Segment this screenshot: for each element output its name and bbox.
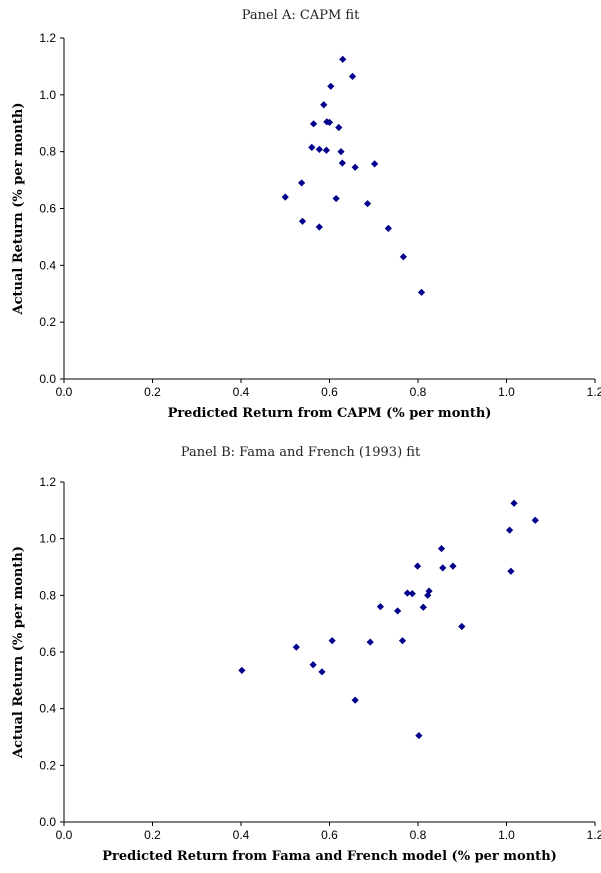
panel-a-data-point — [399, 253, 407, 261]
panel-a-data-point — [298, 179, 306, 187]
panel-b-data-point — [449, 562, 457, 570]
panel-b-data-point — [439, 564, 447, 572]
panel-a-y-tick-label: 1.2 — [39, 31, 56, 45]
panel-b-data-point — [419, 603, 427, 611]
panel-b-data-point — [413, 562, 422, 570]
panel-a-data-point — [309, 120, 318, 128]
panel-a-x-axis-title: Predicted Return from CAPM (% per month) — [168, 406, 492, 421]
panel-b-data-point — [318, 668, 326, 676]
panel-a-y-tick-label: 1.0 — [39, 88, 56, 102]
panel-b-data-point — [238, 666, 246, 675]
panel-a-data-point — [337, 148, 345, 156]
panel-b-y-tick-label: 1.2 — [39, 475, 56, 489]
panel-b-x-tick-label: 1.2 — [587, 828, 601, 842]
panel-a-data-point — [351, 163, 359, 171]
panel-b-y-tick-label: 0.0 — [39, 815, 56, 829]
panel-b-data-point — [510, 499, 518, 507]
panel-b-y-axis-title: Actual Return (% per month) — [11, 546, 26, 759]
panel-a-data-point — [322, 146, 331, 154]
panel-a-y-tick-label: 0.4 — [39, 258, 56, 272]
panel-a-x-tick-label: 1.2 — [587, 385, 601, 399]
panel-a-chart: 0.0 0.2 0.4 0.6 0.8 1.0 1.2 0.0 0.2 0.4 0.6 0.8 1.0 1… — [11, 31, 601, 421]
panel-b-data-point — [507, 567, 515, 575]
panel-b-data-point — [376, 603, 384, 611]
panel-a-data-point — [308, 143, 316, 152]
panel-b-data-point — [398, 637, 407, 645]
panel-a-x-tick-label: 0.0 — [56, 385, 73, 399]
panel-b-data-point — [458, 622, 466, 631]
panel-a-x-tick-label: 0.2 — [144, 385, 161, 399]
panel-a-data-point — [320, 101, 328, 109]
panel-b-title: Panel B: Fama and French (1993) fit — [180, 445, 421, 460]
panel-a-data-point — [339, 55, 347, 63]
panel-a-y-tick-label: 0.0 — [39, 372, 56, 386]
panel-a-data-point — [315, 223, 323, 231]
panel-b-data-point — [351, 696, 359, 704]
panel-a-data-point — [384, 224, 392, 232]
panel-b-y-tick-label: 0.6 — [39, 645, 56, 659]
panel-a-x-tick-label: 0.6 — [321, 385, 338, 399]
panel-b-x-axis-title: Predicted Return from Fama and French mo… — [102, 849, 557, 864]
panel-b-data-point — [425, 587, 433, 595]
panel-b-data-point — [366, 638, 374, 646]
panel-b-data-point — [408, 590, 416, 598]
panel-b-data-point — [292, 643, 300, 651]
panel-a-data-point — [371, 160, 379, 168]
panel-b-y-tick-label: 1.0 — [39, 532, 56, 546]
panel-b-y-tick-label: 0.2 — [39, 758, 56, 772]
panel-b-x-tick-label: 0.8 — [410, 828, 427, 842]
panel-a-y-axis-title: Actual Return (% per month) — [11, 103, 26, 316]
panel-b-x-tick-label: 0.4 — [233, 828, 250, 842]
panel-a-y-tick-label: 0.6 — [39, 202, 56, 216]
panel-a-data-point — [332, 194, 340, 203]
panel-a-title: Panel A: CAPM fit — [241, 8, 360, 23]
panel-a-data-point — [325, 118, 334, 126]
panel-b-data-point — [328, 637, 336, 645]
panel-b-data-point — [437, 544, 446, 553]
panel-b-x-tick-label: 0.0 — [56, 828, 73, 842]
panel-a-data-point — [338, 159, 346, 167]
panel-a-y-tick-label: 0.8 — [39, 145, 56, 159]
panel-b-x-tick-label: 1.0 — [498, 828, 515, 842]
panel-b-y-tick-label: 0.4 — [39, 702, 56, 716]
panel-b-x-tick-label: 0.6 — [321, 828, 338, 842]
panel-a-data-point — [327, 82, 335, 90]
panel-a-data-point — [298, 217, 307, 225]
panel-a-x-tick-label: 1.0 — [498, 385, 515, 399]
panel-a-data-point — [348, 72, 357, 80]
panel-b-y-tick-label: 0.8 — [39, 588, 56, 602]
panel-a-x-tick-label: 0.8 — [410, 385, 427, 399]
panel-a-y-tick-label: 0.2 — [39, 315, 56, 329]
panel-a-data-point — [315, 145, 323, 153]
panel-b-data-point — [403, 589, 411, 597]
panel-a-data-point — [417, 288, 426, 296]
panel-b-data-point — [415, 731, 423, 740]
panel-b-data-point — [531, 516, 539, 524]
panel-a-data-point — [281, 193, 289, 201]
panel-b-data-point — [309, 661, 317, 669]
panel-b-x-tick-label: 0.2 — [144, 828, 161, 842]
panel-a-data-point — [363, 200, 372, 208]
panel-a-data-point — [335, 123, 343, 132]
panel-b-data-point — [394, 607, 402, 615]
panel-b-data-point — [505, 526, 514, 534]
panel-a-x-tick-label: 0.4 — [233, 385, 250, 399]
panel-b-data-point — [424, 591, 432, 599]
